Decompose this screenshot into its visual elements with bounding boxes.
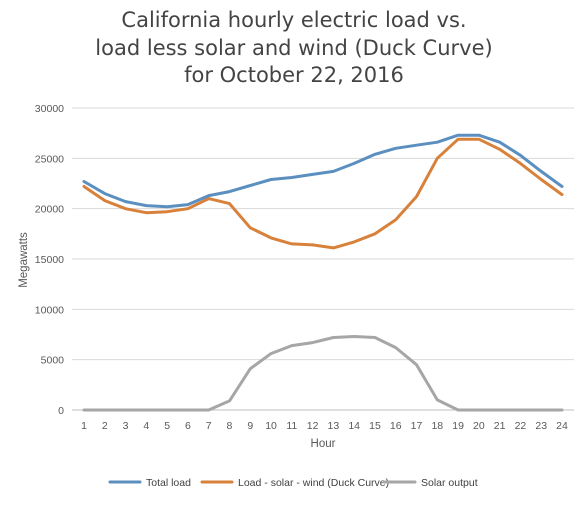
x-tick-label: 10 — [265, 420, 277, 432]
x-tick-label: 16 — [390, 420, 402, 432]
chart-title-line-2: load less solar and wind (Duck Curve) — [95, 36, 492, 60]
y-tick-label: 20000 — [35, 204, 64, 216]
series-line-2 — [82, 335, 564, 412]
chart-title-line-3: for October 22, 2016 — [184, 63, 404, 87]
x-tick-label: 15 — [369, 420, 381, 432]
x-tick-label: 7 — [206, 420, 212, 432]
x-tick-label: 13 — [328, 420, 340, 432]
x-tick-label: 4 — [143, 420, 149, 432]
x-tick-label: 20 — [473, 420, 485, 432]
chart-title: California hourly electric load vs. load… — [95, 8, 492, 87]
x-tick-label: 6 — [185, 420, 191, 432]
x-tick-label: 14 — [348, 420, 360, 432]
x-tick-label: 5 — [164, 420, 170, 432]
y-tick-label: 0 — [58, 405, 64, 417]
x-tick-label: 22 — [515, 420, 527, 432]
x-tick-label: 2 — [102, 420, 108, 432]
series-line-0 — [82, 133, 564, 209]
x-tick-label: 23 — [535, 420, 547, 432]
y-tick-labels: 0 5000 10000 15000 20000 25000 30000 — [35, 103, 64, 417]
x-tick-label: 11 — [286, 420, 297, 432]
x-tick-label: 3 — [123, 420, 129, 432]
x-tick-label: 24 — [556, 420, 568, 432]
legend-label: Load - solar - wind (Duck Curve) — [238, 477, 389, 489]
x-tick-labels: 1 2 3 4 5 6 7 8 9 10 11 12 13 14 15 16 17 18 19 20 21 22 23 24 — [81, 420, 568, 432]
y-tick-label: 5000 — [41, 355, 65, 367]
x-tick-label: 12 — [307, 420, 319, 432]
y-gridlines — [72, 107, 574, 411]
x-tick-label: 21 — [494, 420, 506, 432]
legend: Total load Load - solar - wind (Duck Curv… — [108, 477, 478, 489]
y-tick-label: 30000 — [35, 103, 64, 115]
y-tick-label: 25000 — [35, 153, 64, 165]
x-tick-label: 1 — [81, 420, 87, 432]
x-tick-label: 9 — [247, 420, 253, 432]
x-tick-label: 19 — [452, 420, 464, 432]
legend-label: Solar output — [421, 477, 478, 489]
y-tick-label: 15000 — [35, 254, 64, 266]
x-tick-label: 8 — [227, 420, 233, 432]
x-tick-label: 17 — [411, 420, 423, 432]
y-axis-title: Megawatts — [18, 232, 30, 288]
x-axis-title: Hour — [311, 438, 336, 450]
chart-title-line-1: California hourly electric load vs. — [121, 8, 466, 32]
legend-label: Total load — [146, 477, 191, 489]
series-line-1 — [82, 137, 564, 250]
x-tick-label: 18 — [431, 420, 443, 432]
series-lines — [82, 133, 564, 412]
y-tick-label: 10000 — [35, 304, 64, 316]
